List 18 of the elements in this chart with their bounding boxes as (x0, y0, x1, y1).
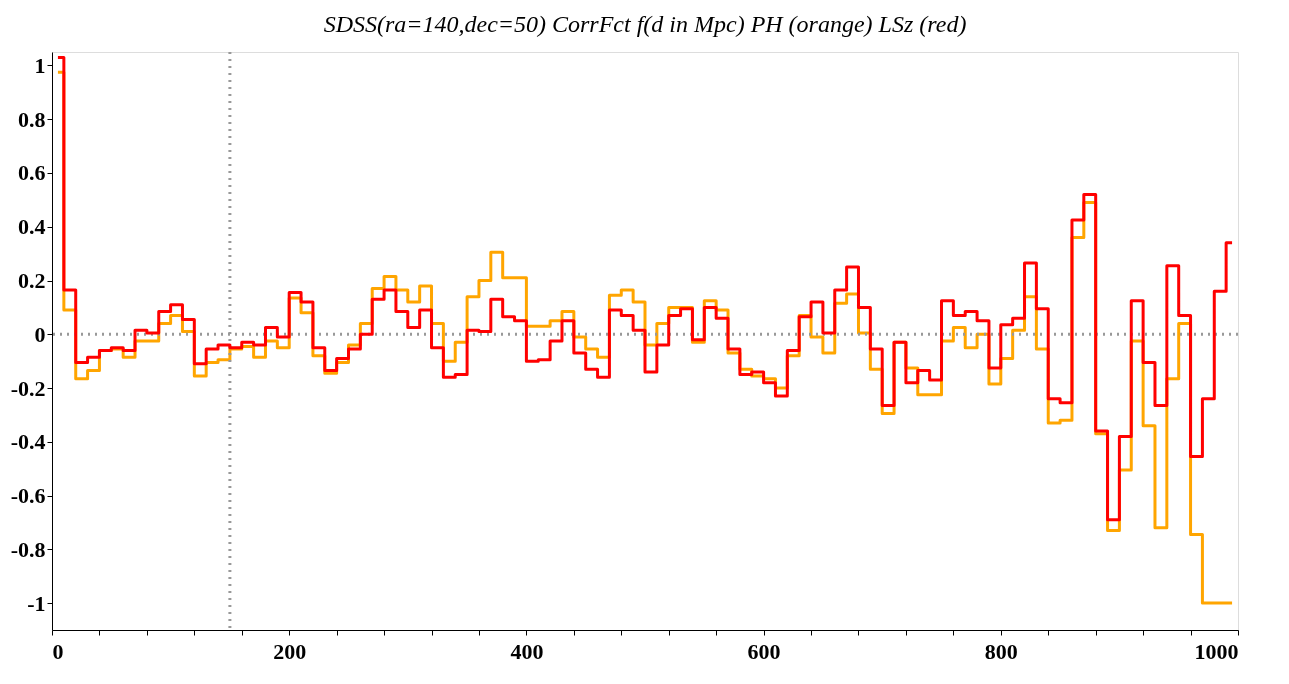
y-tick-label: 1 (34, 52, 46, 78)
y-tick-label: -0.2 (10, 375, 46, 401)
y-tick-label: 0.6 (18, 160, 46, 186)
y-tick-label: -0.4 (10, 429, 46, 455)
x-tick-label: 200 (273, 638, 307, 664)
y-tick-label: -0.6 (10, 483, 46, 509)
y-tick-label: 0.8 (18, 106, 46, 132)
y-tick-label: 0.4 (18, 214, 46, 240)
x-tick-label: 800 (984, 638, 1018, 664)
x-tick-label: 400 (510, 638, 544, 664)
y-tick-label: -0.8 (10, 536, 46, 562)
x-tick-label: 600 (747, 638, 781, 664)
y-tick-label: 0 (34, 321, 46, 347)
y-tick-label: -1 (27, 590, 46, 616)
x-tick-label: 1000 (1194, 638, 1239, 664)
y-tick-label: 0.2 (18, 268, 46, 294)
x-tick-label: 0 (52, 638, 64, 664)
chart-title: SDSS(ra=140,dec=50) CorrFct f(d in Mpc) PH (orange) LSz (red) (323, 10, 967, 37)
